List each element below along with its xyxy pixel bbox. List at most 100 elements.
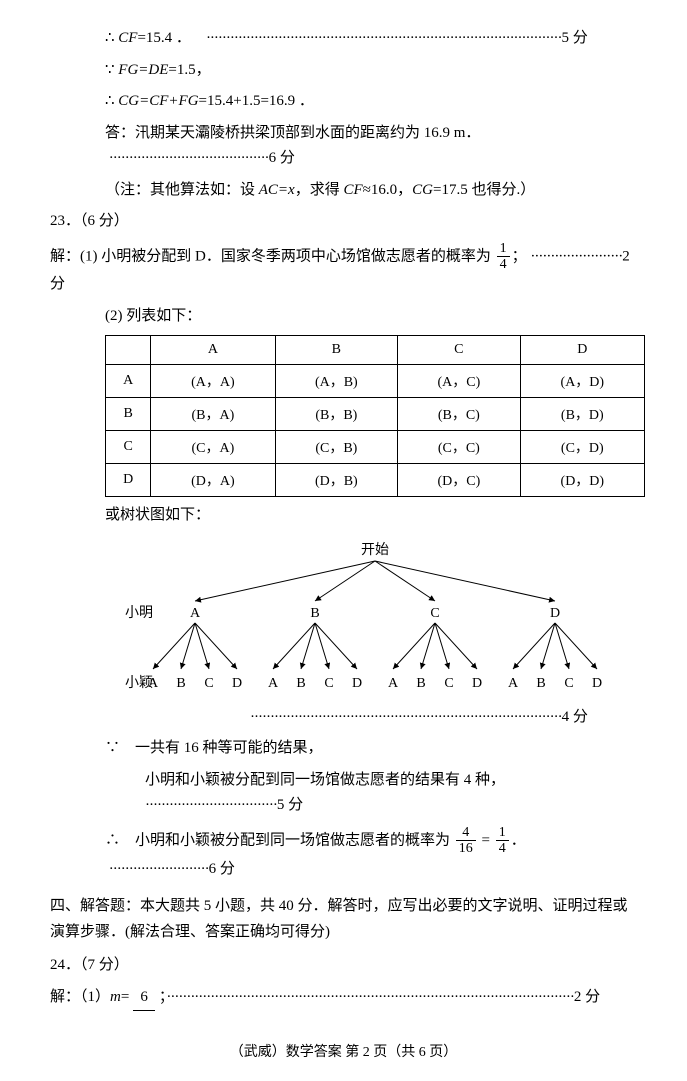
td: (B，C): [398, 398, 521, 431]
fg-var: FG=DE: [118, 62, 168, 78]
num: 1: [497, 241, 510, 257]
th: D: [520, 336, 644, 365]
page-content: ∴ CF=15.4 ． ····························…: [0, 0, 687, 1081]
line-total-outcomes: ∵ 一共有 16 种等可能的结果，: [50, 736, 637, 762]
svg-text:D: D: [472, 676, 482, 691]
line-list: (2) 列表如下：: [50, 304, 637, 330]
td: (C，A): [151, 431, 275, 464]
line-same-venue: 小明和小颖被分配到同一场馆做志愿者的结果有 4 种， ·············…: [50, 768, 637, 819]
page-footer: （武威）数学答案 第 2 页（共 6 页）: [50, 1041, 637, 1061]
line-m-val: 解：（1）m= 6 ；·····························…: [50, 985, 637, 1012]
frac-1-4b: 14: [496, 825, 509, 857]
score: 2 分: [574, 989, 600, 1005]
eq: =: [478, 832, 494, 848]
score: 4 分: [562, 709, 588, 725]
line-note: （注：其他算法如：设 AC=x，求得 CF≈16.0，CG=17.5 也得分.）: [50, 178, 637, 204]
svg-text:D: D: [232, 676, 242, 691]
tree-root: 开始: [361, 542, 389, 558]
score: 6 分: [269, 150, 295, 166]
td: A: [106, 365, 151, 398]
score: 5 分: [277, 797, 303, 813]
m-var: m: [110, 989, 121, 1005]
therefore: ∴: [105, 30, 118, 46]
td: (A，C): [398, 365, 521, 398]
l1-B: B: [310, 606, 319, 621]
prob1-post: ；: [512, 248, 527, 264]
m-val: 6: [133, 985, 155, 1012]
q23-txt: 23．（6 分）: [50, 213, 129, 229]
svg-text:B: B: [296, 676, 305, 691]
th: C: [398, 336, 521, 365]
svg-text:D: D: [592, 676, 602, 691]
line-answer: 答：汛期某天灞陵桥拱梁顶部到水面的距离约为 16.9 m． ··········…: [50, 121, 637, 172]
line-fg: ∵ FG=DE=1.5，: [50, 58, 637, 84]
td: (D，A): [151, 464, 275, 497]
m-pre: 解：（1）: [50, 989, 110, 1005]
th: [106, 336, 151, 365]
td: (D，B): [275, 464, 398, 497]
td: (D，C): [398, 464, 521, 497]
svg-text:A: A: [508, 676, 519, 691]
tree-diagram: 开始 A B C D 小明 小颖 ABCD ABCD: [105, 539, 645, 699]
answer-txt: 答：汛期某天灞陵桥拱梁顶部到水面的距离约为 16.9 m．: [105, 125, 480, 141]
td: D: [106, 464, 151, 497]
cf-var: CF: [118, 30, 137, 46]
td: (B，B): [275, 398, 398, 431]
note-rest: =17.5 也得分.）: [433, 182, 535, 198]
td: (C，D): [520, 431, 644, 464]
probability-table: A B C D A(A，A)(A，B)(A，C)(A，D) B(B，A)(B，B…: [105, 335, 645, 497]
table-row: D(D，A)(D，B)(D，C)(D，D): [106, 464, 645, 497]
num: 4: [456, 825, 476, 841]
tree-alt: 或树状图如下：: [50, 503, 637, 529]
dots: ·································: [145, 797, 277, 813]
tree-alt-txt: 或树状图如下：: [105, 507, 210, 523]
level1-label: 小明: [125, 605, 153, 621]
tree-score-line: ········································…: [50, 705, 637, 731]
line-prob1: 解：(1) 小明被分配到 D．国家冬季两项中心场馆做志愿者的概率为 14； ··…: [50, 241, 637, 298]
because: ∵: [105, 62, 118, 78]
l1-C: C: [430, 606, 439, 621]
cg-var: CG=CF+FG: [118, 93, 198, 109]
note-pre: （注：其他算法如：设: [105, 182, 259, 198]
cf2: CF: [343, 182, 362, 198]
cf-val: =15.4 ．: [137, 30, 190, 46]
line-cg: ∴ CG=CF+FG=15.4+1.5=16.9 ．: [50, 89, 637, 115]
dots: ········································…: [250, 709, 562, 725]
svg-text:B: B: [536, 676, 545, 691]
svg-text:C: C: [204, 676, 213, 691]
m-post: ；: [155, 989, 166, 1005]
dots: ·························: [109, 861, 209, 877]
frac-1-4: 14: [497, 241, 510, 273]
frac-4-16: 416: [456, 825, 476, 857]
note-mid: ，求得: [295, 182, 344, 198]
dots: ········································…: [166, 989, 574, 1005]
final-pre: ∴ 小明和小颖被分配到同一场馆做志愿者的概率为: [105, 832, 454, 848]
th: A: [151, 336, 275, 365]
td: (A，D): [520, 365, 644, 398]
footer-txt: （武威）数学答案 第 2 页（共 6 页）: [230, 1045, 458, 1060]
cg2: CG: [412, 182, 433, 198]
td: (D，D): [520, 464, 644, 497]
td: C: [106, 431, 151, 464]
table-header-row: A B C D: [106, 336, 645, 365]
svg-text:B: B: [176, 676, 185, 691]
section4-txt: 四、解答题：本大题共 5 小题，共 40 分．解答时，应写出必要的文字说明、证明…: [50, 898, 628, 940]
svg-text:B: B: [416, 676, 425, 691]
dots: ·······················: [530, 248, 622, 264]
line-cf: ∴ CF=15.4 ． ····························…: [50, 26, 637, 52]
table-row: C(C，A)(C，B)(C，C)(C，D): [106, 431, 645, 464]
table-row: B(B，A)(B，B)(B，C)(B，D): [106, 398, 645, 431]
section-4: 四、解答题：本大题共 5 小题，共 40 分．解答时，应写出必要的文字说明、证明…: [50, 894, 637, 945]
svg-text:A: A: [268, 676, 279, 691]
cg-rest: =15.4+1.5=16.9 ．: [199, 93, 314, 109]
l1-A: A: [190, 606, 201, 621]
q23-header: 23．（6 分）: [50, 209, 637, 235]
td: (C，B): [275, 431, 398, 464]
svg-text:C: C: [444, 676, 453, 691]
td: (B，A): [151, 398, 275, 431]
svg-text:D: D: [352, 676, 362, 691]
td: B: [106, 398, 151, 431]
num: 1: [496, 825, 509, 841]
svg-text:C: C: [564, 676, 573, 691]
dots: ········································…: [206, 30, 562, 46]
